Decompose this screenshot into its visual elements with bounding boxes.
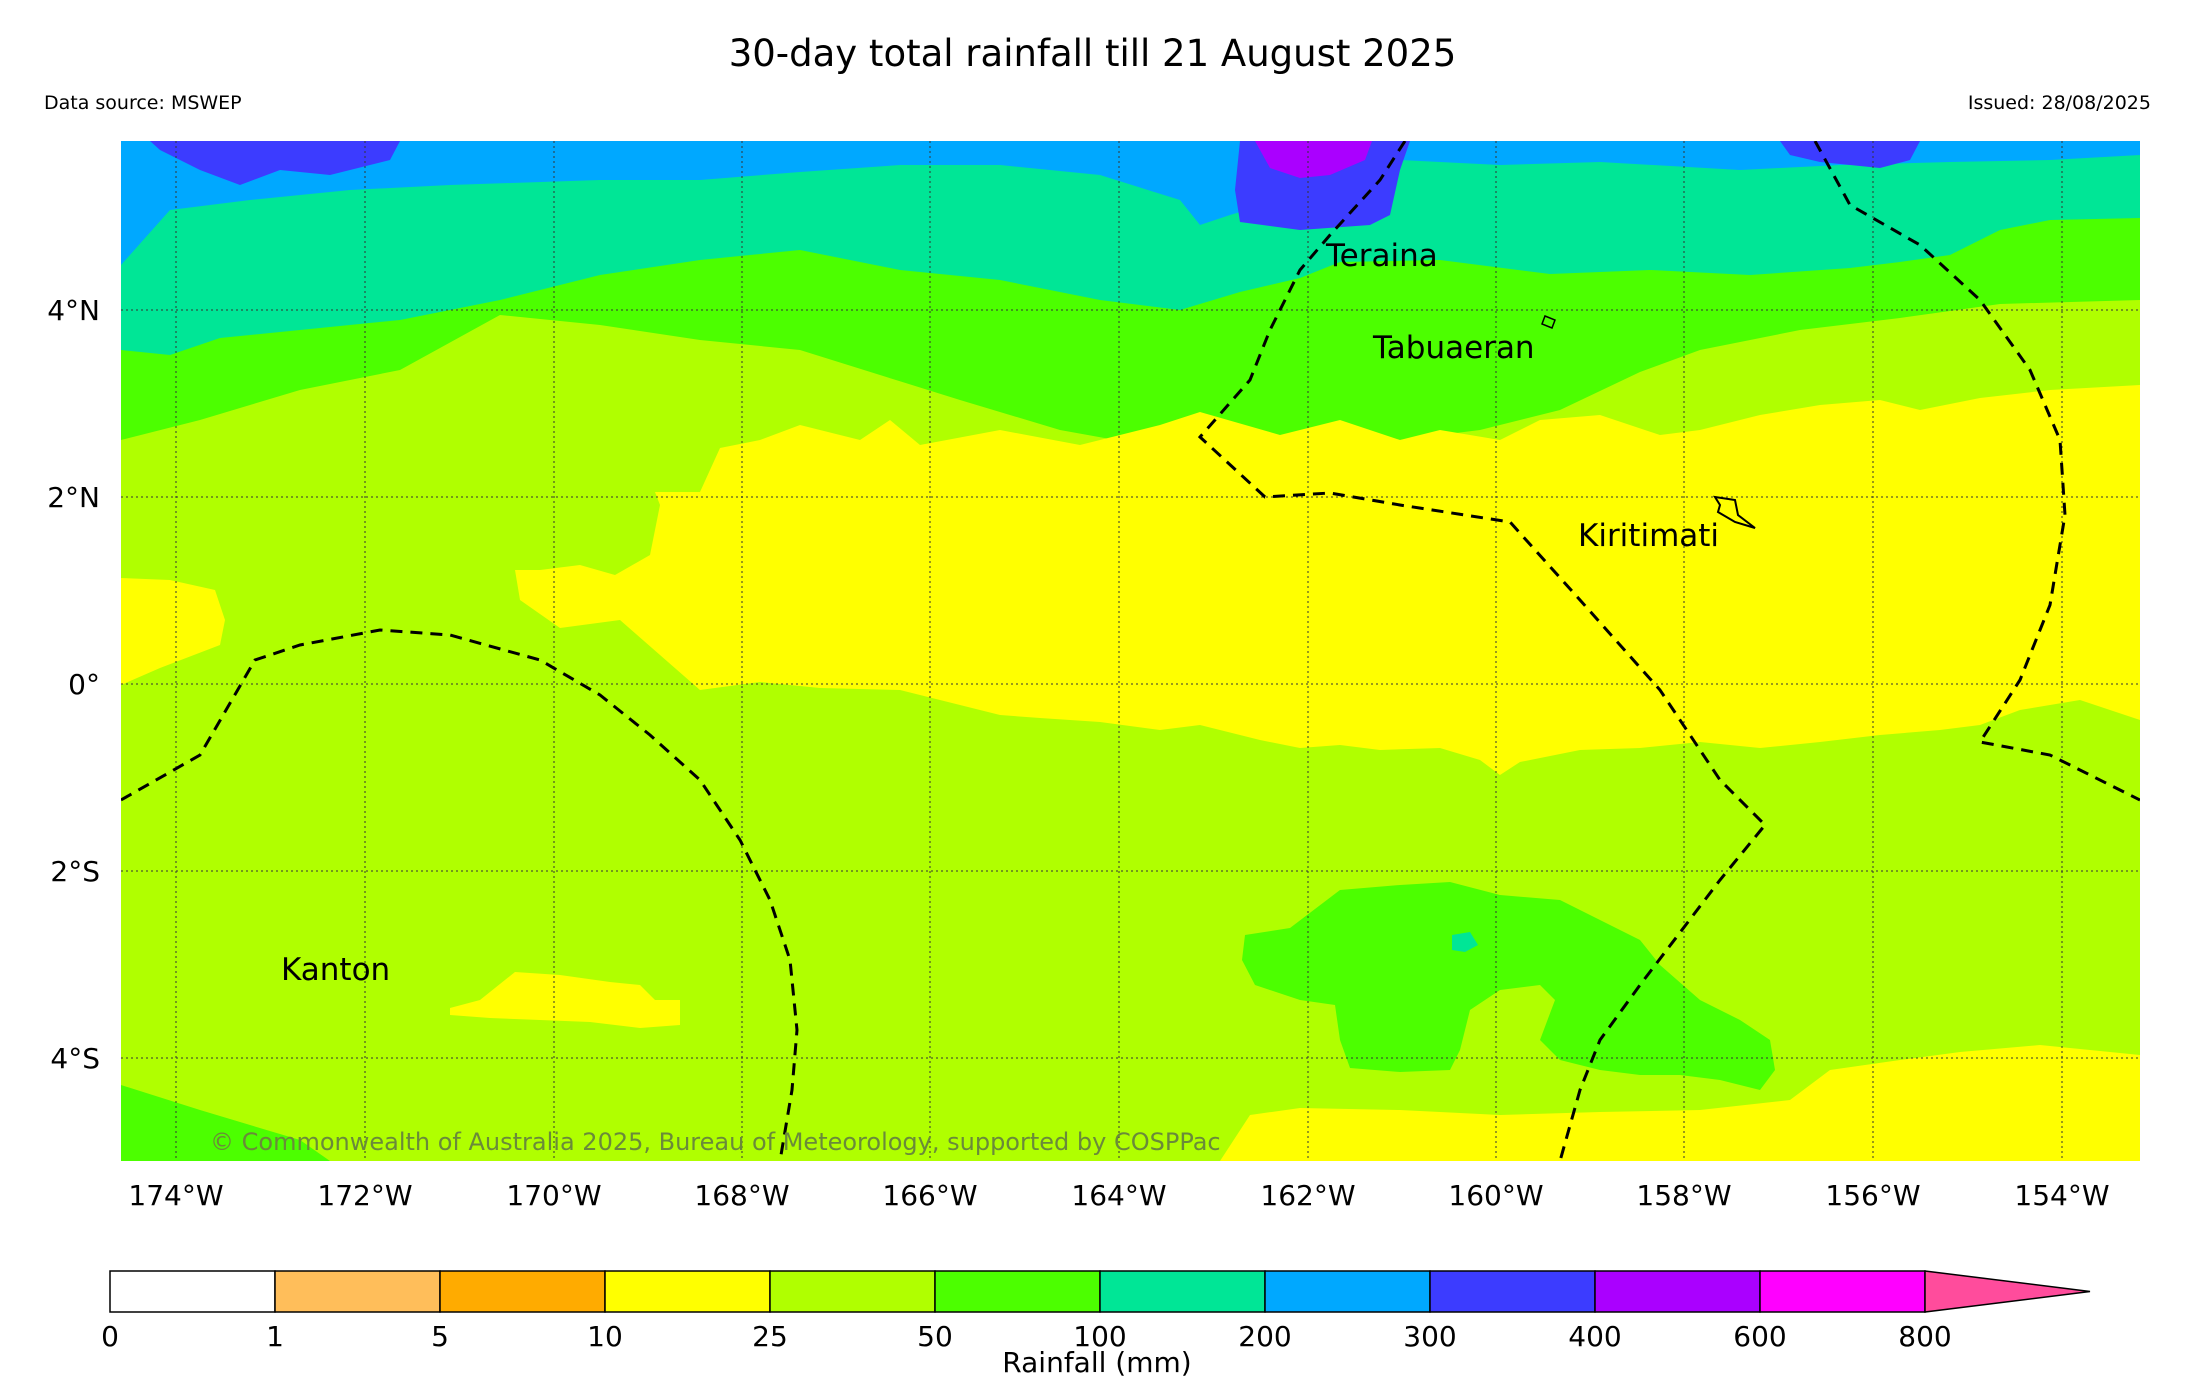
kiritimati-island bbox=[1713, 495, 1756, 529]
colorbar-tick: 400 bbox=[1568, 1320, 1621, 1353]
colorbar-tick: 1 bbox=[266, 1320, 284, 1353]
colorbar-label: Rainfall (mm) bbox=[1002, 1346, 1191, 1379]
lon-tick: 174°W bbox=[128, 1179, 223, 1212]
colorbar-tick: 5 bbox=[431, 1320, 449, 1353]
colorbar-tick: 0 bbox=[101, 1320, 119, 1353]
lon-tick: 172°W bbox=[317, 1179, 412, 1212]
colorbar-tick: 100 bbox=[1073, 1320, 1126, 1353]
colorbar-swatch bbox=[1594, 1270, 1761, 1313]
lon-tick: 170°W bbox=[506, 1179, 601, 1212]
rainfall-field bbox=[121, 141, 2140, 1161]
copyright-notice: © Commonwealth of Australia 2025, Bureau… bbox=[210, 1128, 1221, 1156]
lon-tick: 162°W bbox=[1260, 1179, 1355, 1212]
colorbar-tick: 50 bbox=[917, 1320, 953, 1353]
eez-boundaries bbox=[121, 141, 2140, 1161]
lon-tick: 156°W bbox=[1825, 1179, 1920, 1212]
place-kanton: Kanton bbox=[281, 952, 390, 988]
colorbar-tick: 600 bbox=[1733, 1320, 1786, 1353]
place-teraina: Teraina bbox=[1325, 238, 1438, 274]
lat-tick: 2°N bbox=[47, 481, 100, 514]
tabuaeran-island bbox=[1541, 315, 1556, 329]
colorbar-swatch bbox=[604, 1270, 771, 1313]
colorbar-tick: 25 bbox=[752, 1320, 788, 1353]
lat-tick: 0° bbox=[68, 668, 100, 701]
issued-date: Issued: 28/08/2025 bbox=[1967, 92, 2151, 114]
graticule bbox=[121, 141, 2140, 1161]
colorbar-swatch bbox=[1429, 1270, 1596, 1313]
data-source: Data source: MSWEP bbox=[44, 92, 242, 114]
colorbar-swatch bbox=[109, 1270, 276, 1313]
lon-tick: 154°W bbox=[2014, 1179, 2109, 1212]
colorbar-swatch bbox=[274, 1270, 441, 1313]
colorbar: 0 1 5 10 25 50 100 200 300 400 600 800 bbox=[101, 1270, 2091, 1353]
colorbar-tick: 10 bbox=[587, 1320, 623, 1353]
colorbar-swatch bbox=[1759, 1270, 1926, 1313]
lon-tick: 166°W bbox=[882, 1179, 977, 1212]
lon-tick: 168°W bbox=[694, 1179, 789, 1212]
map-title: 30-day total rainfall till 21 August 202… bbox=[728, 32, 1457, 75]
colorbar-swatch bbox=[769, 1270, 936, 1313]
lat-tick: 2°S bbox=[50, 855, 100, 888]
colorbar-tick: 800 bbox=[1898, 1320, 1951, 1353]
lat-tick: 4°S bbox=[50, 1042, 100, 1075]
colorbar-tick: 300 bbox=[1403, 1320, 1456, 1353]
lon-tick: 158°W bbox=[1636, 1179, 1731, 1212]
colorbar-extend-arrow bbox=[1924, 1270, 2091, 1313]
colorbar-swatch bbox=[439, 1270, 606, 1313]
lat-tick: 4°N bbox=[47, 294, 100, 327]
place-tabuaeran: Tabuaeran bbox=[1372, 330, 1535, 366]
colorbar-swatch bbox=[934, 1270, 1101, 1313]
place-kiritimati: Kiritimati bbox=[1578, 518, 1719, 554]
colorbar-tick: 200 bbox=[1238, 1320, 1291, 1353]
lon-tick: 164°W bbox=[1071, 1179, 1166, 1212]
lon-tick: 160°W bbox=[1448, 1179, 1543, 1212]
colorbar-swatch bbox=[1099, 1270, 1266, 1313]
colorbar-swatch bbox=[1264, 1270, 1431, 1313]
